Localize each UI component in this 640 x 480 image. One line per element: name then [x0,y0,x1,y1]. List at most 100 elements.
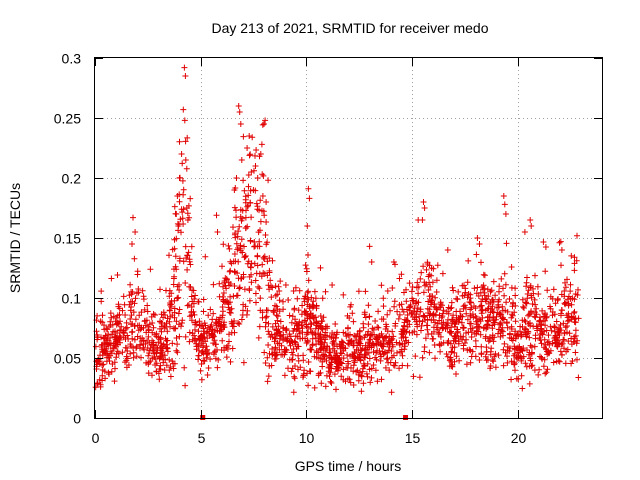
data-point [522,331,529,338]
data-point [257,295,264,302]
data-point [192,319,199,326]
data-point [525,312,532,319]
data-point [449,320,456,327]
data-point [181,117,188,124]
data-point [219,263,225,270]
data-point [508,264,515,270]
data-point [568,252,575,259]
data-point [252,163,259,169]
data-point [362,351,369,358]
data-point [555,296,561,302]
data-point [258,141,265,148]
data-point [304,329,311,336]
data-point [512,367,518,374]
data-point [223,285,230,292]
data-point [245,192,252,199]
data-point [537,318,544,325]
data-point [289,356,296,363]
data-point [418,327,424,334]
data-point [451,344,458,351]
data-point [384,328,391,335]
data-point [345,332,352,338]
data-point [253,147,260,153]
data-point [561,300,568,307]
data-point [247,187,254,194]
data-point [124,355,131,362]
data-point [158,311,165,318]
data-point [460,333,467,340]
data-point [473,343,479,350]
data-point [244,260,251,267]
data-point [227,267,234,274]
data-points [92,64,582,420]
data-point [244,145,251,151]
data-point [277,318,284,325]
data-point [290,288,297,294]
data-point [248,279,255,286]
data-point [380,295,387,302]
data-point [357,342,364,349]
data-point [431,328,437,335]
data-point [111,378,118,385]
data-point [288,349,295,356]
data-point [184,302,191,309]
data-point [130,309,137,316]
data-point [130,344,136,351]
data-point [388,389,395,396]
data-point [517,346,524,352]
data-point [360,380,367,387]
data-point [499,303,506,310]
data-point [123,364,130,371]
data-point [571,308,578,315]
data-point [98,288,105,295]
data-point [521,305,527,311]
data-point [138,309,145,316]
data-point [106,358,113,364]
data-point [110,328,117,335]
data-point [370,341,377,347]
data-point [254,253,261,260]
data-point [530,285,536,292]
data-point [490,315,497,321]
data-point [459,336,466,343]
data-point [414,279,421,286]
data-point [114,312,121,319]
data-point [326,333,333,340]
data-point [365,321,372,328]
data-point [496,288,502,295]
data-point [356,333,363,340]
data-point [283,347,290,354]
data-point [236,321,243,327]
data-point [363,370,370,377]
data-point [522,318,529,325]
data-point [386,367,393,374]
data-point [447,305,454,312]
data-point [101,335,108,341]
data-point [496,296,502,303]
data-point [399,362,406,369]
data-point [184,266,191,273]
data-point [558,262,564,269]
data-point [247,264,254,270]
data-point [268,294,275,301]
data-point [290,346,297,352]
data-point [241,286,248,293]
data-point [338,373,345,380]
data-point [432,319,439,326]
data-point [467,299,474,306]
data-point [365,328,372,335]
data-point [478,259,484,266]
data-point [269,334,276,341]
data-point [196,347,202,354]
data-point [226,306,233,313]
data-point [333,350,340,356]
data-point [511,309,518,316]
data-point [452,333,458,339]
data-point [361,346,368,353]
data-point [312,295,319,302]
data-point [175,310,182,317]
data-point [171,266,177,273]
data-point [429,298,436,304]
data-point [418,322,425,329]
